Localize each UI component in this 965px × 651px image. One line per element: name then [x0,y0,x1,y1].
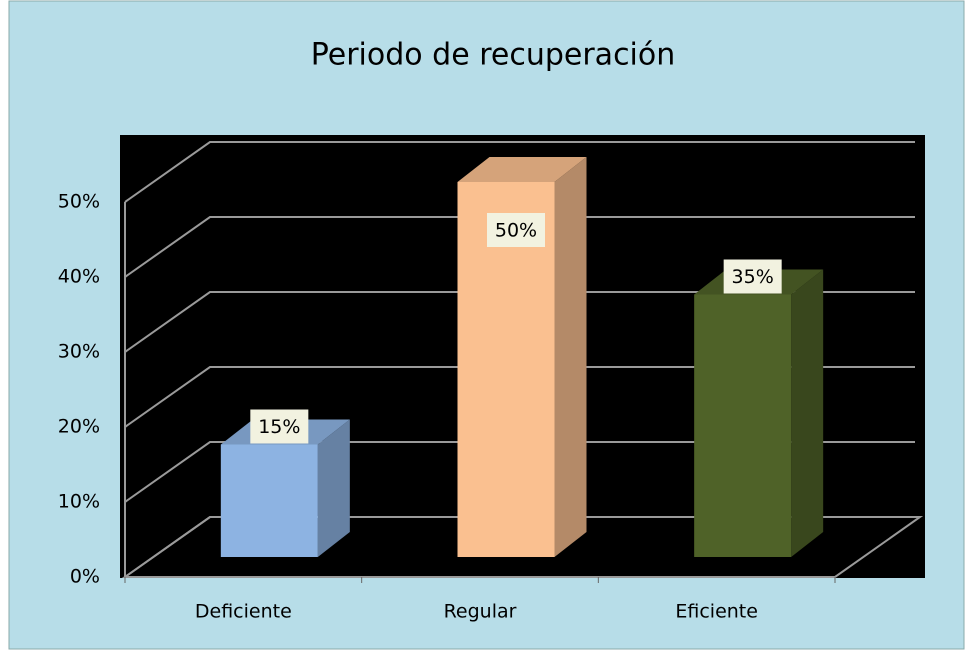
grid-line [124,291,915,353]
bar [694,294,792,557]
bar-side [554,157,587,557]
data-label-box [723,259,782,294]
y-tick-label: 50% [58,191,100,213]
data-label: 50% [495,220,537,242]
y-tick-label: 30% [58,341,100,363]
x-tick-label: Eficiente [675,601,758,623]
grid-line [124,516,915,578]
x-tick-label: Deficiente [195,601,292,623]
bar-side [317,419,350,557]
data-label-box [250,409,309,444]
grid-line [124,216,915,278]
grid-line [124,441,915,503]
y-tick-label: 10% [58,491,100,513]
y-tick-label: 20% [58,416,100,438]
x-tick-label: Regular [444,601,517,623]
chart-title: Periodo de recuperación [311,38,676,73]
grid-line [124,141,915,203]
data-label: 35% [732,266,774,288]
bar [220,444,318,557]
grid-line [124,366,915,428]
y-tick-label: 40% [58,266,100,288]
bar-side [791,269,824,557]
bar-top [457,157,587,182]
y-tick-label: 0% [70,566,100,588]
data-label-box [487,213,545,247]
data-label: 15% [258,416,300,438]
